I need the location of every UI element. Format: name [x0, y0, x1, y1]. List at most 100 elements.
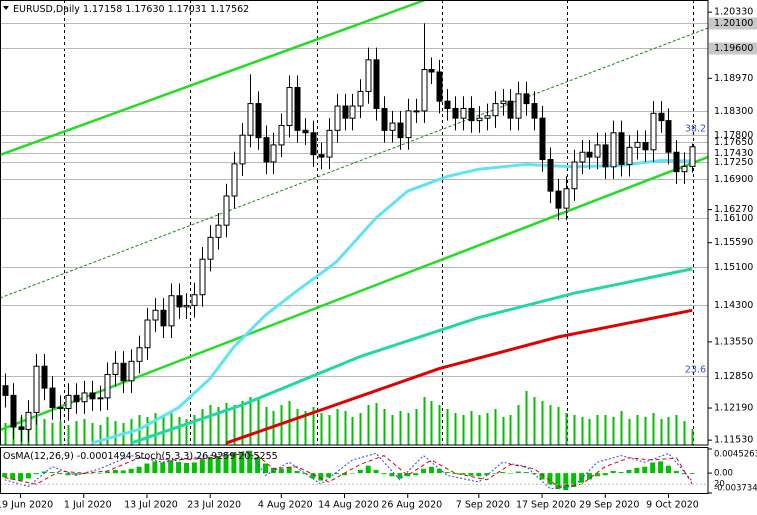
candle-body — [168, 295, 175, 327]
osma-bar — [626, 469, 632, 474]
candle-body — [681, 165, 688, 173]
x-tick-label: 14 Aug 2020 — [318, 500, 379, 511]
level-label: 1.17800 — [714, 130, 753, 141]
candle-body — [397, 122, 404, 139]
candle-body — [500, 100, 507, 105]
osma-bar — [183, 462, 189, 474]
candle-body — [689, 146, 696, 167]
osma-bar — [539, 473, 545, 480]
y-tick-label: 1.11530 — [714, 435, 753, 446]
candle-body — [658, 112, 665, 122]
osma-bar — [207, 457, 213, 474]
candle-body — [634, 141, 641, 148]
candle-body — [255, 103, 262, 139]
osma-label: OsMA(12,26,9) -0.0001494 — [3, 451, 132, 462]
candle-body — [183, 304, 190, 308]
x-tick-label: 29 Sep 2020 — [579, 500, 639, 511]
candle-body — [128, 360, 135, 382]
price-axis: 1.20330 1.18970 1.16270 1.15590 1.13550 1.121… — [708, 7, 757, 494]
osma-bar — [49, 472, 55, 474]
x-tick-label: 19 Jun 2020 — [0, 500, 53, 511]
osma-bar — [665, 465, 671, 474]
candle-body — [223, 195, 230, 226]
osma-bar — [381, 473, 387, 475]
osc-tick-label: 0.00 — [714, 469, 733, 479]
osma-bar — [673, 470, 679, 474]
osma-bar — [286, 466, 292, 474]
channel-upper — [0, 0, 426, 157]
osma-bar — [428, 466, 434, 474]
stoch-tick-label: 20 — [714, 480, 725, 490]
candle-body — [144, 319, 151, 349]
candle-body — [673, 151, 680, 173]
stoch-label: Stoch(5,3,3) 26.9259 20.5255 — [135, 451, 278, 462]
candle-body — [191, 294, 198, 306]
candle-body — [160, 309, 167, 327]
y-tick-label: 1.15590 — [714, 237, 753, 248]
y-tick-label: 1.20330 — [714, 7, 753, 18]
oscillator-frame — [0, 447, 709, 494]
menu-icon — [3, 6, 9, 10]
trend-channel — [0, 0, 708, 432]
candle-body — [104, 373, 111, 399]
osma-bar — [618, 472, 624, 474]
osma-bar — [247, 450, 253, 474]
osma-bar — [326, 473, 332, 478]
candle-body — [460, 107, 467, 119]
osma-bar — [223, 454, 229, 474]
indicator-label: OsMA(12,26,9) -0.0001494 Stoch(5,3,3) 26… — [3, 451, 278, 462]
x-tick-label: 26 Aug 2020 — [381, 500, 442, 511]
stochastic-line — [4, 453, 693, 487]
osma-bar — [634, 467, 640, 474]
open-value: 1.17158 — [83, 4, 122, 15]
candle-body — [263, 137, 270, 163]
osma-bar — [294, 470, 300, 474]
candle-body — [357, 90, 364, 107]
candle-body — [326, 129, 333, 158]
header: EURUSD,Daily 1.17158 1.17630 1.17031 1.1… — [3, 4, 249, 15]
osma-bar — [10, 473, 16, 480]
candle-body — [484, 115, 491, 119]
osma-bar — [389, 473, 395, 477]
y-tick-label: 1.18970 — [714, 73, 753, 84]
candle-body — [73, 394, 80, 403]
osma-bar — [515, 471, 521, 474]
osma-bar — [104, 471, 110, 474]
osma-bar — [468, 473, 474, 476]
candle-body — [650, 112, 657, 151]
level-label: 1.17430 — [714, 148, 753, 159]
fib-label: 38.2 — [685, 124, 706, 135]
candle-body — [97, 397, 104, 400]
osma-bar — [658, 461, 664, 474]
moving-average — [225, 308, 693, 445]
candle-body — [215, 224, 222, 238]
candle-body — [318, 154, 325, 158]
osma-bar — [168, 460, 174, 474]
candle-body — [18, 426, 25, 430]
candle-body — [547, 159, 554, 192]
candle-body — [136, 347, 143, 362]
osma-bar — [136, 466, 142, 474]
osma-bar — [476, 473, 482, 477]
osma-bar — [571, 473, 577, 487]
osma-bar — [642, 466, 648, 474]
level-label: 1.12850 — [714, 371, 753, 382]
candle-body — [247, 103, 254, 136]
osc-tick-label: 0.0045263 — [714, 450, 757, 460]
x-tick-label: 4 Aug 2020 — [258, 500, 313, 511]
osma-bar — [373, 469, 379, 474]
osma-bar — [18, 473, 24, 481]
osma-bar — [357, 469, 363, 474]
osma-bar — [199, 459, 205, 474]
candle-body — [57, 407, 64, 410]
osma-bar — [25, 473, 31, 479]
osma-bar — [547, 473, 553, 485]
candle-body — [278, 124, 285, 146]
x-tick-label: 17 Sep 2020 — [516, 500, 576, 511]
candle-body — [452, 107, 459, 119]
candle-body — [10, 394, 17, 428]
symbol: EURUSD,Daily — [13, 4, 80, 15]
candle-body — [207, 236, 214, 260]
candle-body — [239, 134, 246, 165]
